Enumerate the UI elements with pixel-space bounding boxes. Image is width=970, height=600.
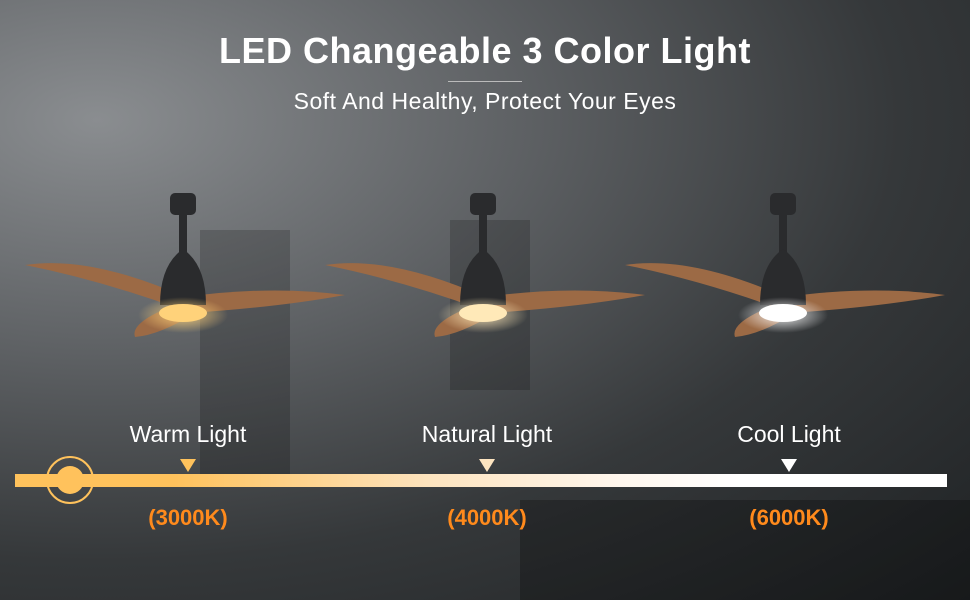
ceiling-mount (770, 193, 796, 215)
motor-housing (160, 249, 206, 305)
background-sofa (520, 500, 970, 600)
blade-right (785, 290, 945, 313)
temperature-cool: (6000K) (749, 505, 829, 530)
led-light-kit (759, 304, 807, 322)
led-light-kit (159, 304, 207, 322)
led-light-kit (459, 304, 507, 322)
downrod (479, 215, 487, 253)
ceiling-fan-natural (320, 185, 650, 355)
slider-handle-dot (56, 466, 84, 494)
mode-label-natural: Natural Light (421, 421, 553, 447)
motor-housing (460, 249, 506, 305)
temperature-warm: (3000K) (148, 505, 228, 530)
ceiling-mount (170, 193, 196, 215)
slider-handle[interactable] (46, 456, 94, 504)
mode-label-warm: Warm Light (129, 421, 247, 447)
motor-housing (760, 249, 806, 305)
marker-triangle-icon (479, 459, 495, 472)
blade-right (185, 290, 345, 313)
downrod (179, 215, 187, 253)
page-subtitle: Soft And Healthy, Protect Your Eyes (293, 88, 677, 114)
ceiling-fan-cool (620, 185, 950, 355)
background-window (200, 230, 290, 480)
marker-triangle-icon (781, 459, 797, 472)
title-divider (448, 81, 522, 82)
temperature-natural: (4000K) (447, 505, 527, 530)
marker-triangle-icon (180, 459, 196, 472)
ceiling-mount (470, 193, 496, 215)
page-title: LED Changeable 3 Color Light (218, 30, 752, 71)
blade-right (485, 290, 645, 313)
mode-label-cool: Cool Light (737, 421, 841, 447)
downrod (779, 215, 787, 253)
ceiling-fan-warm (20, 185, 350, 355)
color-temperature-slider[interactable] (15, 474, 947, 487)
